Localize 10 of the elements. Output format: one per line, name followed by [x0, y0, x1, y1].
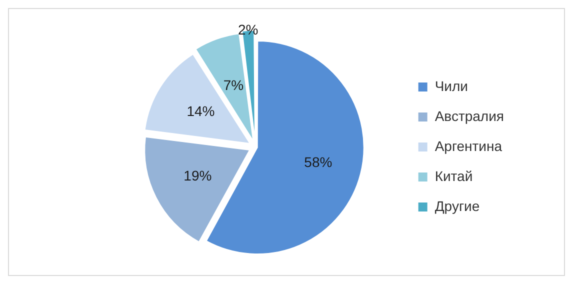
- data-label: 14%: [186, 103, 215, 120]
- legend-label: Другие: [434, 198, 480, 214]
- data-label: 7%: [223, 76, 244, 93]
- data-label: 2%: [238, 22, 258, 38]
- legend-label: Аргентина: [434, 138, 502, 154]
- legend-label: Китай: [434, 168, 473, 184]
- data-label: 19%: [184, 167, 212, 184]
- data-label: 58%: [304, 154, 332, 170]
- legend-label: Чили: [434, 78, 468, 94]
- legend-label: Австралия: [434, 108, 504, 124]
